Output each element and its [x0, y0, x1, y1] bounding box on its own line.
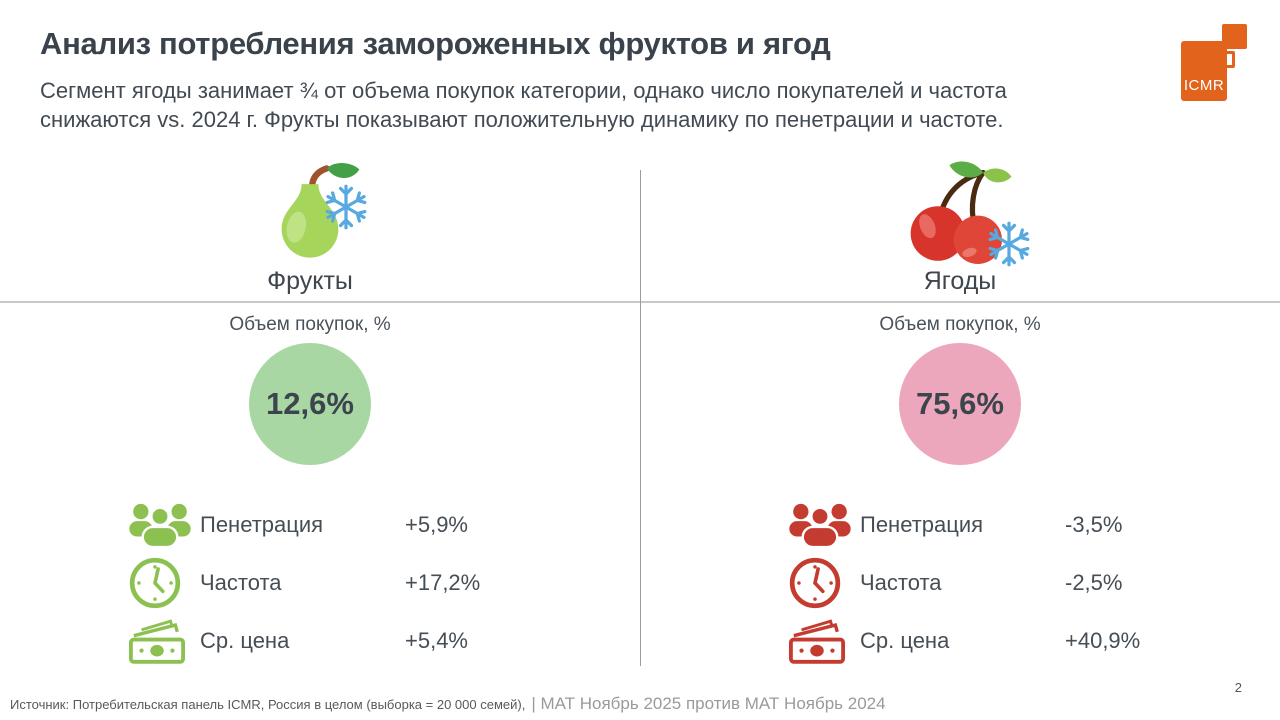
metric-row-penetration: Пенетрация +5,9%: [128, 501, 568, 549]
metric-label: Ср. цена: [860, 628, 950, 653]
metric-value: +5,9%: [405, 512, 468, 537]
page-number: 2: [1234, 680, 1242, 695]
pear-icon: [255, 160, 365, 265]
metric-row-avg-price: Ср. цена +5,4%: [128, 617, 568, 665]
cherries-icon: [905, 160, 1015, 265]
volume-share-circle: 75,6%: [899, 343, 1021, 465]
metric-value: +17,2%: [405, 570, 481, 595]
metric-value: -2,5%: [1065, 570, 1123, 595]
fruits-label: Фрукты: [267, 267, 353, 295]
metric-value: +5,4%: [405, 628, 468, 653]
clock-icon: [128, 556, 200, 610]
metric-row-frequency: Частота -2,5%: [788, 556, 1228, 610]
money-icon: [788, 618, 860, 665]
volume-share-label: Объем покупок, %: [879, 314, 1041, 335]
berries-label: Ягоды: [923, 267, 997, 295]
subtitle: Сегмент ягоды занимает ¾ от объема покуп…: [40, 78, 1007, 133]
logo-text: ICMR: [1183, 77, 1225, 94]
period-note: | МАТ Ноябрь 2025 против МАТ Ноябрь 2024: [531, 694, 886, 713]
footer: Источник: Потребительская панель ICMR, Р…: [10, 694, 886, 714]
snowflake-icon: [985, 220, 1033, 268]
page-title: Анализ потребления замороженных фруктов …: [40, 26, 831, 61]
metric-label: Пенетрация: [860, 512, 984, 537]
volume-share-label: Объем покупок, %: [229, 314, 391, 335]
metric-row-penetration: Пенетрация -3,5%: [788, 501, 1228, 549]
fruits-column: Фрукты Объем покупок, % 12,6% Пенетрация…: [0, 155, 640, 675]
metric-label: Пенетрация: [200, 512, 324, 537]
vertical-divider: [640, 170, 641, 666]
volume-share-value: 75,6%: [916, 386, 1004, 421]
metric-label: Частота: [200, 570, 282, 595]
metric-label: Частота: [860, 570, 942, 595]
people-icon: [788, 502, 860, 548]
volume-share-circle: 12,6%: [249, 343, 371, 465]
snowflake-icon: [322, 183, 370, 231]
berries-column: Ягоды Объем покупок, % 75,6% Пенетрация …: [650, 155, 1280, 675]
clock-icon: [788, 556, 860, 610]
money-icon: [128, 618, 200, 665]
source-note: Источник: Потребительская панель ICMR, Р…: [10, 697, 526, 712]
logo-big-square: ICMR: [1181, 41, 1227, 101]
fruits-metrics: Пенетрация +5,9% Частота +17,2%: [0, 155, 640, 675]
metric-label: Ср. цена: [200, 628, 290, 653]
people-icon: [128, 502, 200, 548]
icmr-logo: ICMR: [1181, 24, 1247, 108]
metric-value: -3,5%: [1065, 512, 1123, 537]
metric-row-avg-price: Ср. цена +40,9%: [788, 617, 1228, 665]
volume-share-value: 12,6%: [266, 386, 354, 421]
berries-metrics: Пенетрация -3,5% Частота -2,5%: [650, 155, 1280, 675]
metric-value: +40,9%: [1065, 628, 1141, 653]
metric-row-frequency: Частота +17,2%: [128, 556, 568, 610]
